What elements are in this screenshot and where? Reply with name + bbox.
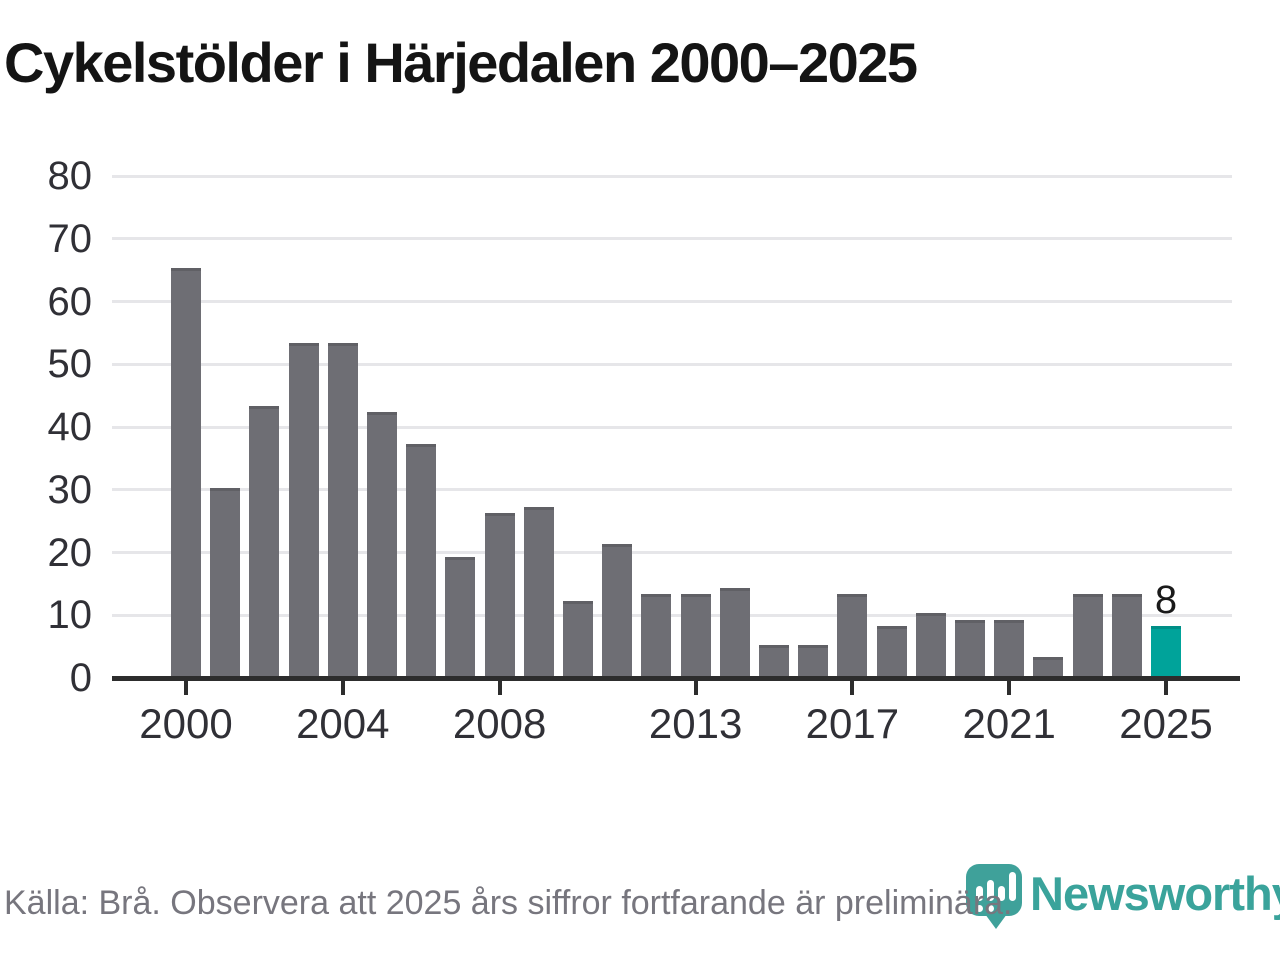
- bar-2011: [602, 544, 633, 676]
- bar-2003: [288, 343, 319, 676]
- bar-value-label: 8: [1154, 578, 1178, 622]
- gridline-70: [112, 237, 1232, 241]
- bar-2021: [994, 620, 1025, 676]
- y-tick-label: 60: [47, 279, 93, 324]
- x-tick-label: 2017: [805, 700, 900, 747]
- logo-bar-icon: [1009, 872, 1016, 901]
- y-tick-label: 40: [47, 405, 93, 449]
- bar-2007: [445, 557, 476, 676]
- chart-title: Cykelstölder i Härjedalen 2000–2025: [4, 31, 918, 94]
- bar-2012: [641, 594, 672, 676]
- bar-2013: [680, 594, 711, 676]
- y-tick-label: 0: [69, 656, 92, 700]
- y-tick-label: 50: [47, 342, 93, 387]
- logo-bar-icon: [998, 886, 1005, 901]
- x-tick-label: 2013: [648, 700, 743, 747]
- bar-2008: [484, 513, 515, 676]
- x-axis-line: [112, 676, 1240, 681]
- bar-2018: [876, 626, 907, 676]
- x-tick-2008: [497, 681, 502, 695]
- bar-2005: [367, 412, 397, 676]
- bar-2006: [406, 444, 437, 676]
- newsworthy-wordmark: Newsworthy: [1030, 867, 1280, 920]
- logo-dot-icon: [976, 905, 983, 912]
- x-tick-2013: [693, 681, 698, 695]
- x-tick-2004: [340, 681, 345, 695]
- source-note: Källa: Brå. Observera att 2025 års siffr…: [4, 884, 1013, 922]
- newsworthy-logo-tail-icon: [985, 914, 1007, 929]
- y-tick-label: 70: [47, 216, 93, 261]
- logo-dot-icon: [987, 905, 994, 912]
- bar-2022: [1033, 657, 1064, 676]
- x-tick-2017: [850, 681, 855, 695]
- bar-2024: [1111, 594, 1142, 676]
- gridline-40: [112, 425, 1232, 429]
- bar-2000: [171, 268, 201, 676]
- bar-2004: [327, 343, 358, 676]
- gridline-80: [112, 174, 1232, 178]
- bar-2001: [210, 488, 241, 676]
- bar-2019: [915, 613, 946, 676]
- logo-bar-icon: [976, 886, 983, 901]
- bar-2025: [1151, 626, 1181, 676]
- gridline-10: [112, 613, 1232, 617]
- x-tick-label: 2025: [1119, 700, 1213, 747]
- y-tick-label: 20: [47, 530, 93, 575]
- bar-2010: [563, 601, 593, 676]
- y-tick-label: 10: [47, 593, 93, 638]
- gridline-20: [112, 551, 1232, 554]
- x-tick-2021: [1007, 681, 1012, 695]
- gridline-50: [112, 362, 1232, 366]
- x-tick-label: 2021: [962, 700, 1056, 747]
- y-tick-label: 30: [47, 467, 93, 512]
- gridline-60: [112, 300, 1232, 303]
- x-tick-label: 2008: [452, 700, 547, 747]
- logo-bar-icon: [987, 880, 994, 901]
- newsworthy-logo-icon: [966, 864, 1022, 916]
- bar-2017: [837, 594, 868, 676]
- x-tick-label: 2000: [139, 700, 233, 747]
- x-tick-label: 2004: [296, 700, 390, 747]
- x-tick-2000: [184, 681, 188, 695]
- bar-2020: [955, 620, 985, 676]
- bar-2023: [1072, 594, 1103, 676]
- bar-2002: [249, 406, 280, 676]
- bar-2016: [798, 645, 829, 676]
- y-tick-label: 80: [47, 154, 93, 198]
- bar-2015: [759, 645, 789, 676]
- bar-2009: [523, 507, 554, 676]
- bar-2014: [719, 588, 750, 676]
- gridline-30: [112, 488, 1232, 492]
- x-tick-2025: [1164, 681, 1168, 695]
